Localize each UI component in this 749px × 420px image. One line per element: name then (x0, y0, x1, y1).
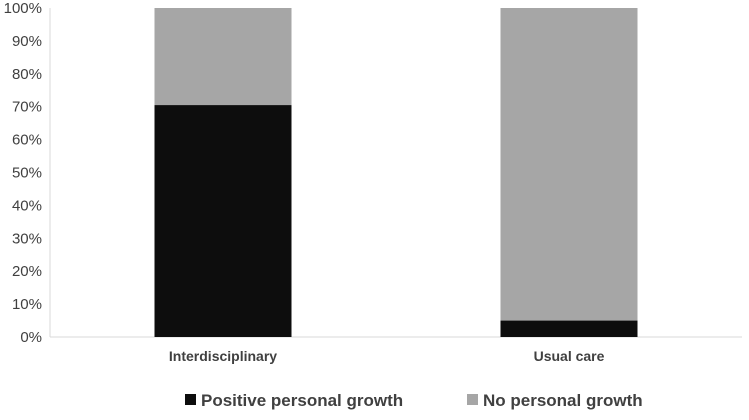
y-tick-label: 100% (4, 0, 42, 17)
bar-segment-no-growth-1 (500, 8, 638, 321)
legend: Positive personal growth No personal grow… (185, 391, 643, 410)
bar-segment-no-growth-0 (154, 8, 292, 106)
y-tick-label: 50% (12, 165, 42, 182)
x-axis-categories: Interdisciplinary Usual care (169, 348, 605, 364)
y-tick-label: 80% (12, 66, 42, 83)
y-tick-label: 70% (12, 99, 42, 116)
axes-layer (49, 8, 742, 338)
y-axis-ticks: 0% 10% 20% 30% 40% 50% 60% 70% 80% 90% 100% (4, 0, 42, 346)
legend-swatch (467, 394, 478, 405)
bar-segment-positive-growth-1 (500, 320, 638, 337)
y-tick-label: 30% (12, 230, 42, 247)
bars-layer (154, 8, 638, 338)
y-tick-label: 20% (12, 263, 42, 280)
x-category-label: Usual care (534, 348, 605, 364)
y-tick-label: 10% (12, 296, 42, 313)
y-tick-label: 40% (12, 197, 42, 214)
legend-swatch (185, 394, 196, 405)
x-category-label: Interdisciplinary (169, 348, 277, 364)
legend-label: No personal growth (483, 391, 643, 410)
y-tick-label: 60% (12, 132, 42, 149)
y-tick-label: 90% (12, 33, 42, 50)
legend-label: Positive personal growth (201, 391, 403, 410)
y-tick-label: 0% (20, 329, 42, 346)
bar-segment-positive-growth-0 (154, 105, 292, 338)
